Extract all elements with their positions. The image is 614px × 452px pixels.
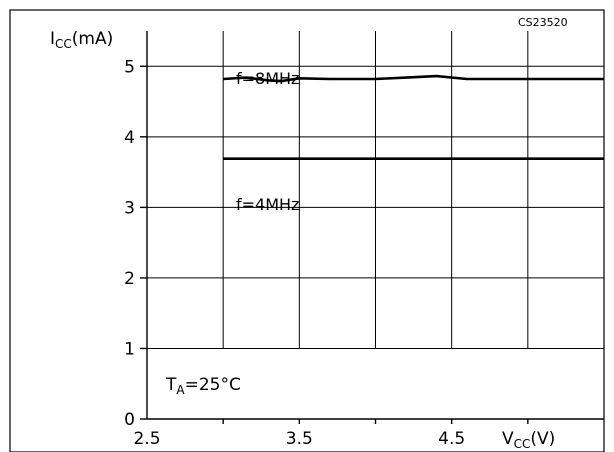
x-tick-label: 2.5	[133, 429, 160, 449]
series-label-8mhz: f=8MHz	[236, 69, 299, 88]
series-group	[223, 74, 604, 160]
y-tick-label: 1	[124, 339, 135, 359]
y-tick-label: 0	[124, 410, 135, 430]
y-tick-label: 2	[124, 269, 135, 289]
y-tick-label: 5	[124, 57, 135, 77]
x-axis-symbol: V	[502, 429, 514, 449]
y-tick-label: 4	[124, 128, 135, 148]
grid	[147, 31, 604, 349]
axes	[140, 31, 604, 424]
temperature-annotation: TA=25°C	[165, 375, 241, 397]
y-axis-label: ICC(mA)	[50, 29, 113, 51]
tick-labels: 0 1 2 3 4 5 2.5 3.5 4.5	[124, 57, 465, 449]
temperature-subscript: A	[176, 383, 185, 397]
figure-id: CS23520	[518, 16, 568, 29]
chart-frame	[9, 9, 605, 452]
x-axis-subscript: CC	[514, 437, 531, 451]
x-tick-label: 3.5	[286, 429, 313, 449]
temperature-value: =25°C	[185, 375, 241, 395]
series-label-4mhz: f=4MHz	[236, 195, 299, 214]
y-axis-unit: (mA)	[72, 29, 113, 49]
temperature-symbol: T	[165, 375, 177, 395]
y-axis-symbol: I	[50, 29, 55, 49]
y-axis-subscript: CC	[55, 37, 72, 51]
x-tick-label: 4.5	[438, 429, 465, 449]
series-line-0	[223, 74, 604, 83]
y-tick-label: 3	[124, 198, 135, 218]
x-axis-label: VCC(V)	[502, 429, 555, 451]
x-axis-unit: (V)	[530, 429, 555, 449]
